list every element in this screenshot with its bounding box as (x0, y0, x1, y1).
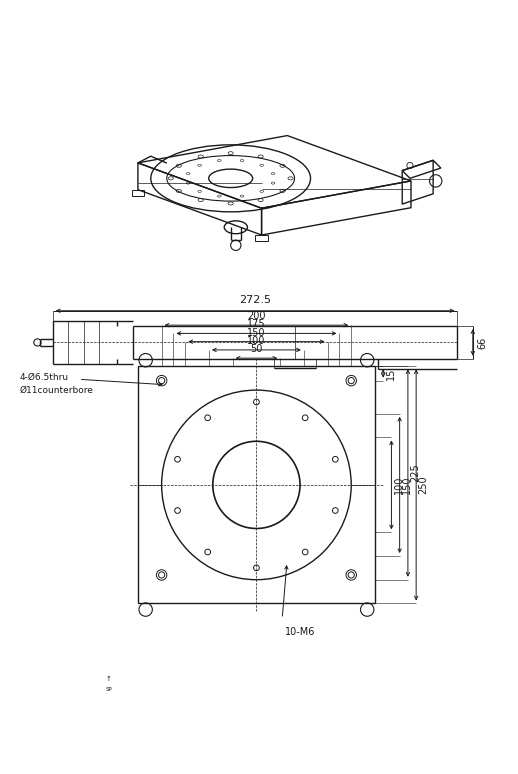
Text: Ø11counterbore: Ø11counterbore (19, 385, 93, 395)
Text: ↑: ↑ (106, 676, 112, 682)
Bar (138, 366, 375, 604)
Text: 4-Ø6.5thru: 4-Ø6.5thru (19, 373, 68, 382)
Text: 250: 250 (419, 475, 429, 495)
Text: 150: 150 (247, 327, 266, 337)
Text: SP: SP (106, 687, 112, 692)
Text: 66: 66 (477, 337, 487, 348)
Text: 175: 175 (247, 320, 266, 329)
Text: 100: 100 (394, 476, 404, 494)
Text: 200: 200 (247, 311, 266, 321)
Text: 225: 225 (410, 464, 421, 482)
Text: 272.5: 272.5 (239, 295, 271, 305)
Bar (68, 663, 122, 699)
Text: 15: 15 (386, 368, 396, 380)
Text: 100: 100 (247, 336, 266, 346)
Text: 50: 50 (250, 344, 263, 354)
Text: 10-M6: 10-M6 (285, 627, 315, 637)
Bar (132, 190, 144, 196)
Bar (255, 235, 268, 241)
Text: 150: 150 (402, 476, 412, 494)
